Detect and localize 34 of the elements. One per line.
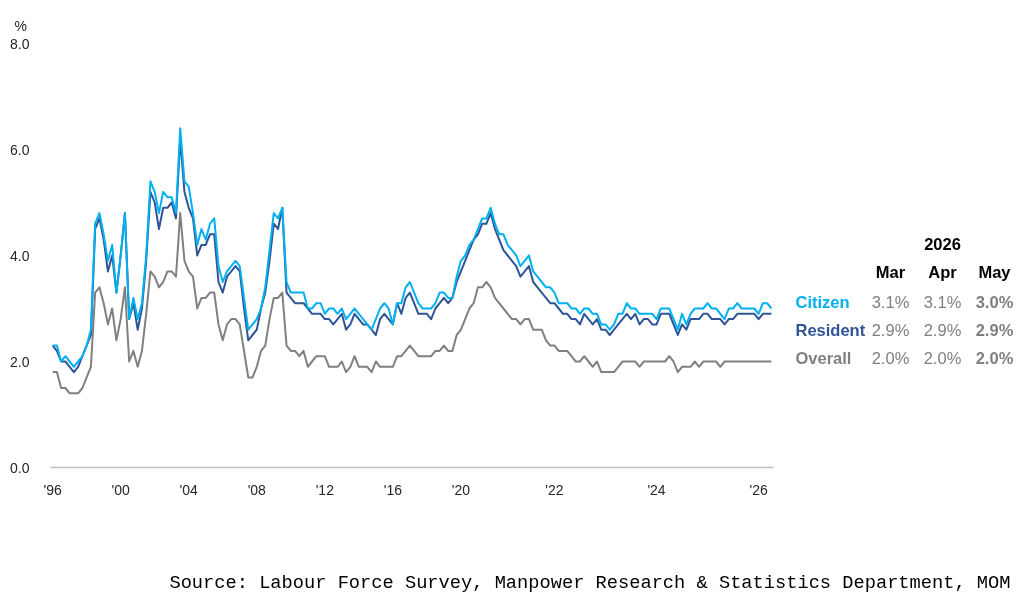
y-tick-label: 8.0 xyxy=(10,35,30,52)
text: 2.0% xyxy=(975,349,1014,367)
text: 2.9% xyxy=(871,321,910,339)
text: Mar xyxy=(875,262,906,281)
text: 2.0% xyxy=(871,349,910,367)
text: 2026 xyxy=(924,235,961,253)
x-tick-label: '26 xyxy=(749,481,768,498)
x-tick-label: '04 xyxy=(179,481,199,498)
x-tick-label: '08 xyxy=(247,481,267,498)
series-label: Resident xyxy=(795,321,866,339)
x-tick-label: '96 xyxy=(43,481,62,498)
y-axis-title: % xyxy=(14,18,27,34)
x-tick-label: '24 xyxy=(647,481,666,498)
text: 2.9% xyxy=(975,321,1014,339)
x-tick-label: '16 xyxy=(383,481,403,498)
x-tick-label: '22 xyxy=(545,481,564,498)
x-tick-label: '12 xyxy=(315,481,335,498)
x-tick-label: '00 xyxy=(111,481,131,498)
x-tick-label: '20 xyxy=(451,481,471,498)
text: Apr xyxy=(928,262,958,281)
series-label: Citizen xyxy=(795,293,850,311)
text: 3.0% xyxy=(975,293,1014,311)
y-tick-label: 0.0 xyxy=(10,459,30,476)
line-series xyxy=(51,212,773,395)
text: 3.1% xyxy=(923,293,962,311)
text: 2.9% xyxy=(923,321,962,339)
y-tick-label: 4.0 xyxy=(10,247,30,264)
text: 3.1% xyxy=(871,293,910,311)
text: 2.0% xyxy=(923,349,962,367)
y-tick-label: 2.0 xyxy=(10,353,30,370)
series-label: Overall xyxy=(795,349,852,367)
y-tick-label: 6.0 xyxy=(10,141,30,158)
source-note: Source: Labour Force Survey, Manpower Research & Statistics Department, MOM xyxy=(169,571,1011,594)
text: May xyxy=(978,262,1012,281)
